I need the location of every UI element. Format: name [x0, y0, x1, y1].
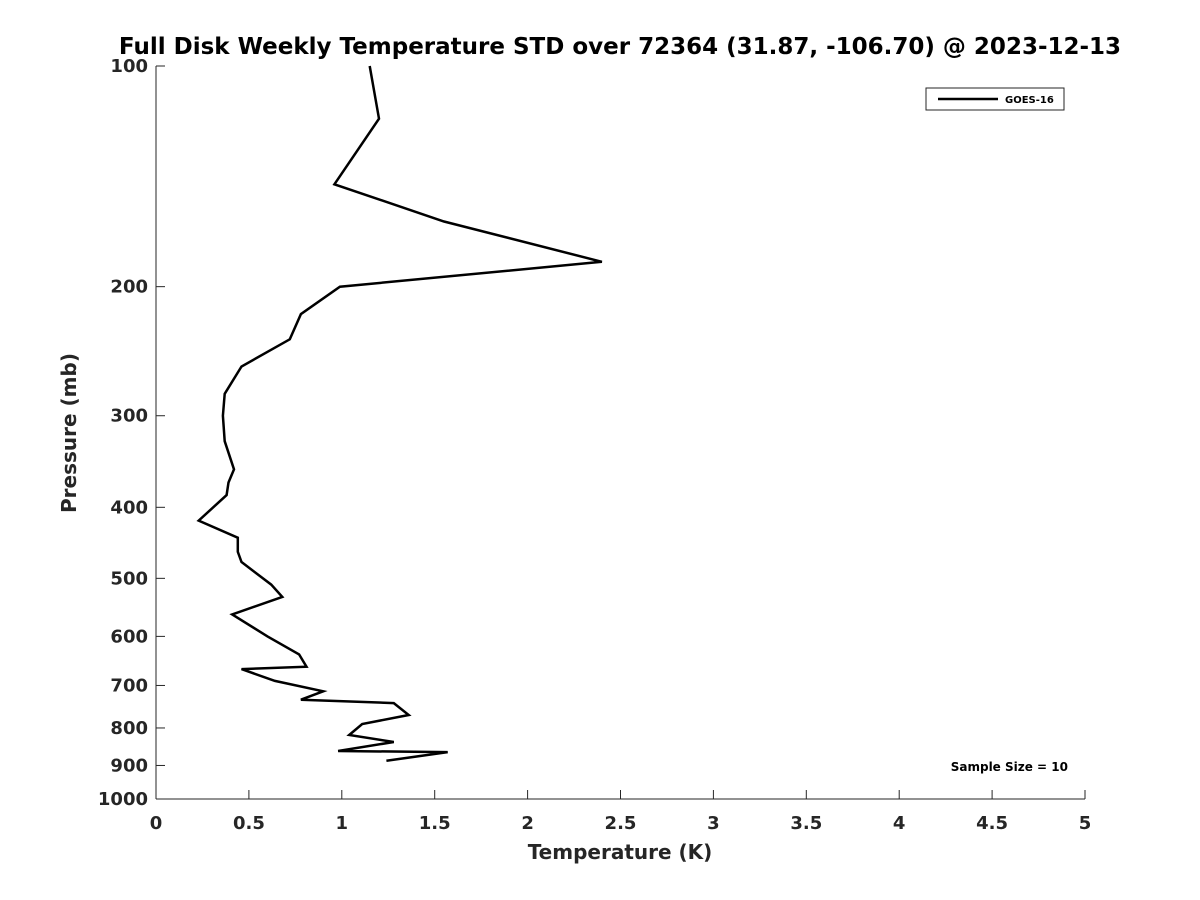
y-tick-label: 300: [110, 406, 148, 427]
y-tick-label: 400: [110, 497, 148, 518]
legend-label: GOES-16: [1005, 95, 1054, 106]
x-tick-label: 1.5: [419, 813, 451, 834]
series-layer: [196, 65, 603, 763]
y-tick-label: 600: [110, 626, 148, 647]
x-tick-label: 2.5: [605, 813, 637, 834]
y-tick-label: 200: [110, 277, 148, 298]
y-tick-label: 800: [110, 718, 148, 739]
axes-frame: [155, 66, 1085, 800]
x-axis-label: Temperature (K): [528, 840, 713, 864]
y-axis-label: Pressure (mb): [57, 353, 81, 513]
x-tick-label: 3.5: [790, 813, 822, 834]
y-tick-label: 1000: [98, 789, 148, 810]
legend: GOES-16: [925, 87, 1065, 111]
x-tick-label: 0.5: [233, 813, 265, 834]
chart-title: Full Disk Weekly Temperature STD over 72…: [119, 34, 1121, 60]
x-ticks: 0 0.5 1 1.5 2 2.5 3 3.5 4 4.5 5: [150, 790, 1092, 834]
y-ticks: 100 200 300 400 500 600 700 800 900 1000: [98, 56, 165, 810]
x-tick-label: 3: [707, 813, 720, 834]
x-tick-label: 4.5: [976, 813, 1008, 834]
x-tick-label: 5: [1079, 813, 1092, 834]
y-tick-label: 700: [110, 675, 148, 696]
y-tick-label: 500: [110, 568, 148, 589]
y-tick-label: 900: [110, 755, 148, 776]
sample-size-annotation: Sample Size = 10: [951, 760, 1068, 774]
series-line: [196, 65, 603, 763]
x-tick-label: 2: [521, 813, 534, 834]
x-tick-label: 4: [893, 813, 906, 834]
x-tick-label: 0: [150, 813, 163, 834]
x-tick-label: 1: [336, 813, 349, 834]
y-tick-label: 100: [110, 56, 148, 77]
